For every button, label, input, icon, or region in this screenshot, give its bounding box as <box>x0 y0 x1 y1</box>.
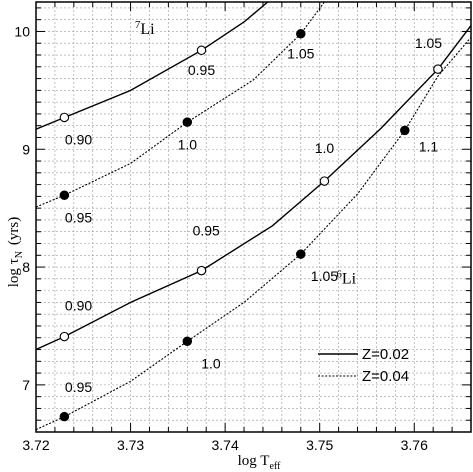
x-tick-label: 3.75 <box>306 437 333 453</box>
plot-border <box>35 1 472 433</box>
legend-label: Z=0.02 <box>362 346 409 363</box>
open-point-marker <box>196 265 207 276</box>
point-annotation: 0.95 <box>65 379 92 395</box>
filled-point-marker <box>296 29 306 39</box>
point-annotation: 0.90 <box>65 132 92 148</box>
legend-label: Z=0.04 <box>362 368 409 385</box>
point-annotation: 1.0 <box>178 136 198 152</box>
filled-point-marker <box>59 190 70 200</box>
point-annotation: 1.05 <box>311 268 338 284</box>
open-point-marker <box>319 176 330 186</box>
species-labels: 7Li 6Li <box>135 19 357 288</box>
open-point-marker <box>59 112 70 123</box>
series-line-7Li-dotted <box>36 2 325 208</box>
y-tick-label: 8 <box>22 259 30 275</box>
series-line-6Li-dotted <box>36 36 471 431</box>
point-annotation: 0.95 <box>188 62 215 78</box>
x-tick-label: 3.74 <box>212 437 239 453</box>
plot-frame <box>35 1 472 433</box>
point-annotation: 0.90 <box>65 298 92 314</box>
point-annotation: 0.95 <box>193 222 220 238</box>
point-annotations: 0.95 1.05 1.05 0.90 1.0 1.0 1.1 0.95 0.95 1.05 0.9… <box>65 35 442 395</box>
point-annotation: 1.0 <box>201 355 221 371</box>
x-tick-label: 3.76 <box>401 437 428 453</box>
x-tick-label: 3.72 <box>22 437 49 453</box>
y-tick-label: 7 <box>22 377 30 393</box>
axis-ticks: 3.72 3.73 3.74 3.75 3.76 7 8 9 10 <box>14 2 472 453</box>
legend: Z=0.02 Z=0.04 <box>318 346 409 385</box>
filled-point-marker <box>182 117 193 127</box>
series-lines <box>36 2 471 431</box>
open-point-marker <box>433 64 443 74</box>
point-annotation: 0.95 <box>65 209 92 225</box>
filled-point-marker <box>182 336 193 347</box>
open-point-marker <box>196 45 207 56</box>
grid <box>36 2 471 432</box>
species-label: 6Li <box>336 269 356 288</box>
series-line-7Li-solid <box>36 2 269 130</box>
series-line-6Li-solid <box>36 25 471 351</box>
open-point-marker <box>59 331 70 342</box>
y-tick-label: 10 <box>14 23 30 39</box>
species-label: 7Li <box>135 19 155 38</box>
filled-point-marker <box>296 249 306 259</box>
y-tick-label: 9 <box>22 141 30 157</box>
series-markers <box>59 29 443 422</box>
point-annotation: 1.1 <box>419 139 439 155</box>
filled-point-marker <box>59 411 70 422</box>
y-axis-label: log τN(yrs) <box>6 217 25 288</box>
x-axis-label: log Teff <box>238 453 281 472</box>
point-annotation: 1.05 <box>287 46 314 62</box>
point-annotation: 1.0 <box>315 140 335 156</box>
filled-point-marker <box>400 125 410 136</box>
point-annotation: 1.05 <box>415 35 442 51</box>
x-tick-label: 3.73 <box>117 437 144 453</box>
